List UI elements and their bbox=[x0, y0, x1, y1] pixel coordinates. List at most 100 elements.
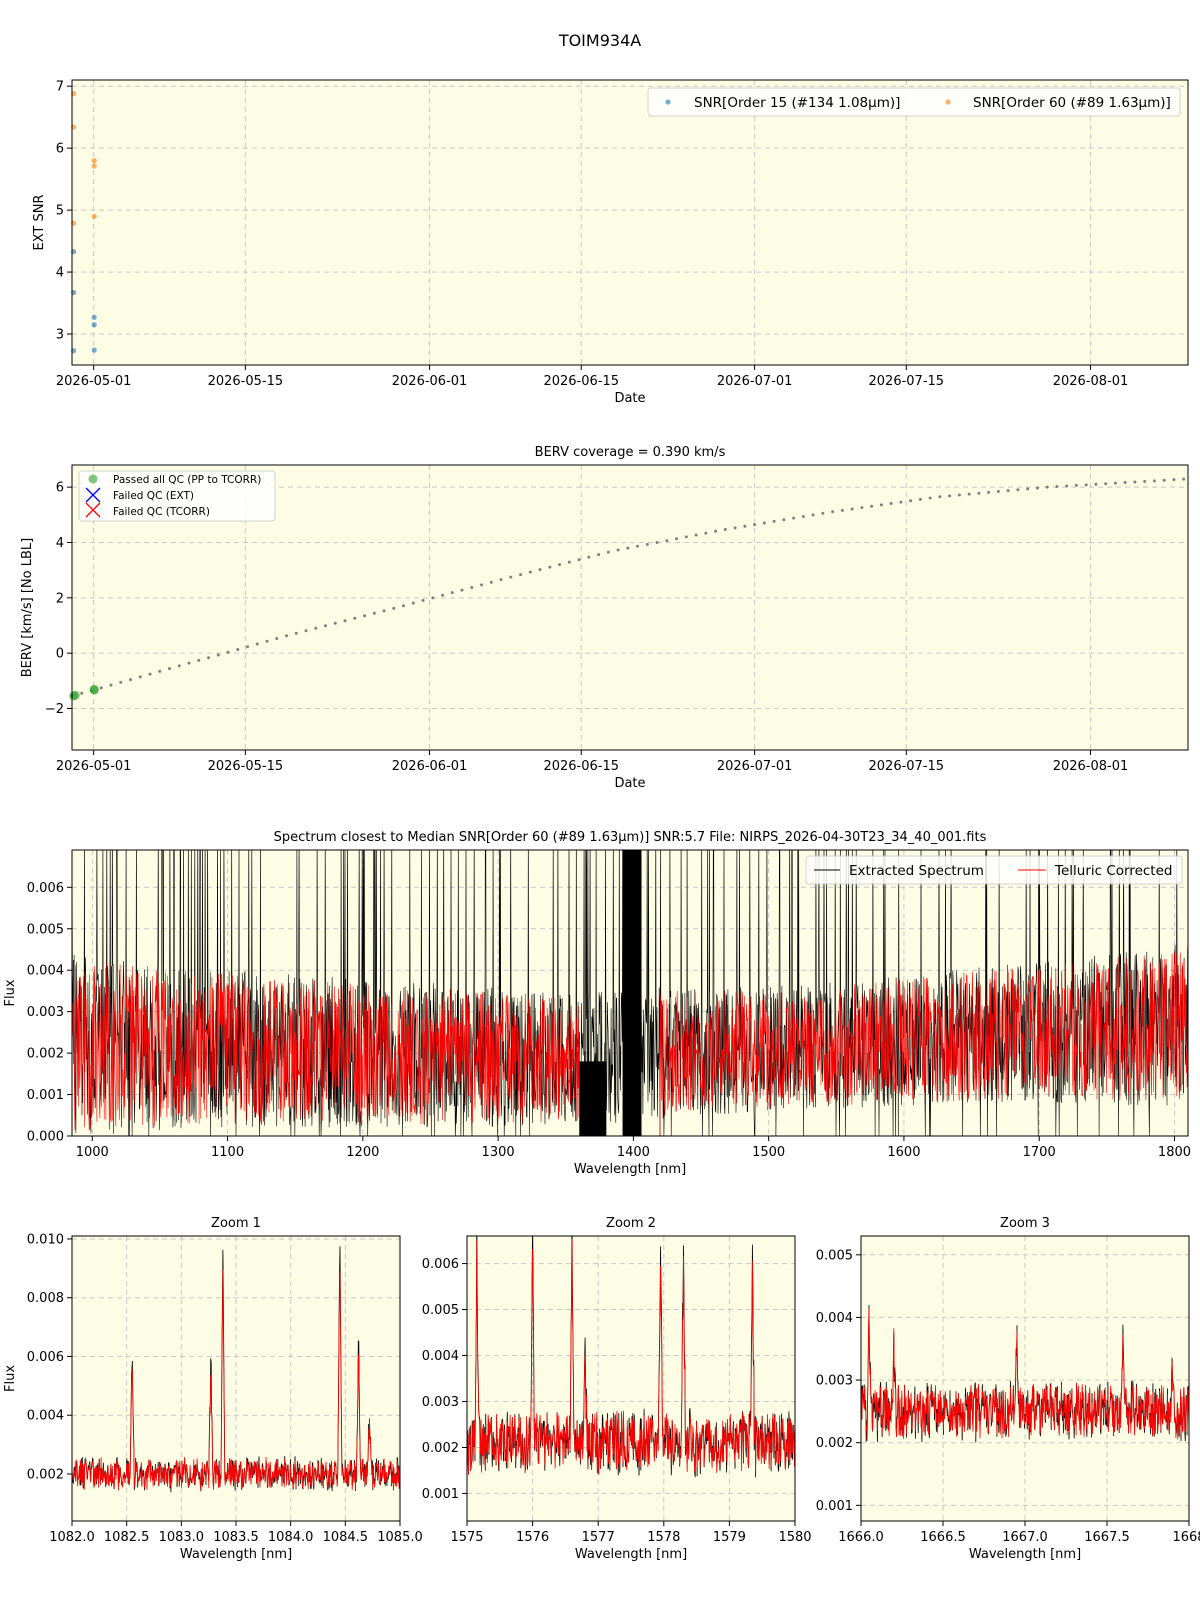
curve-point bbox=[470, 585, 474, 589]
x-tick-label: 2026-05-15 bbox=[208, 759, 284, 774]
x-tick-label: 2026-08-01 bbox=[1053, 374, 1129, 389]
curve-point bbox=[548, 565, 552, 569]
y-tick-label: 0.005 bbox=[422, 1303, 459, 1318]
ticks: 1000 1100 1200 1300 1400 1500 1600 1700 1800 0.00… bbox=[27, 881, 1191, 1160]
curve-point bbox=[499, 578, 503, 582]
data-point bbox=[91, 213, 97, 219]
curve-point bbox=[1123, 481, 1127, 485]
curve-point bbox=[402, 604, 406, 608]
x-tick-label: 2026-07-15 bbox=[869, 374, 945, 389]
curve-point bbox=[382, 609, 386, 613]
x-tick-label: 1082.5 bbox=[104, 1530, 150, 1545]
gridlines bbox=[72, 465, 1188, 750]
y-tick-label: 0 bbox=[56, 647, 64, 662]
x-axis-label: Wavelength [nm] bbox=[969, 1547, 1081, 1562]
ticks: 1082.0 1082.5 1083.0 1083.5 1084.0 1084.5 1085… bbox=[27, 1232, 423, 1545]
data-point bbox=[91, 163, 97, 169]
plot-frame bbox=[71, 849, 1189, 1137]
snr-panel: 2026-05-01 2026-05-15 2026-06-01 2026-06-15… bbox=[32, 79, 1189, 406]
curve-point bbox=[753, 523, 757, 527]
x-tick-label: 1666.0 bbox=[838, 1530, 884, 1545]
x-axis-label: Date bbox=[614, 391, 645, 406]
x-tick-label: 1100 bbox=[211, 1145, 244, 1160]
curve-point bbox=[1104, 482, 1108, 486]
curve-point bbox=[938, 495, 942, 499]
berv-panel: 2026-05-01 2026-05-15 2026-06-01 2026-06-15… bbox=[20, 445, 1189, 791]
curve-point bbox=[1074, 483, 1078, 487]
curve-point bbox=[606, 550, 610, 554]
legend-box bbox=[78, 470, 276, 522]
curve-point bbox=[372, 611, 376, 615]
passed-point bbox=[70, 690, 80, 700]
curve-point bbox=[558, 563, 562, 567]
x-tick-label: 1666.5 bbox=[920, 1530, 966, 1545]
curve-point bbox=[441, 593, 445, 597]
curve-point bbox=[538, 568, 542, 572]
ticks: 2026-05-01 2026-05-15 2026-06-01 2026-06-15… bbox=[56, 80, 1129, 389]
curve-point bbox=[177, 664, 181, 668]
legend: Extracted Spectrum Telluric Corrected bbox=[805, 855, 1183, 885]
curve-point bbox=[129, 678, 133, 682]
curve-point bbox=[1084, 483, 1088, 487]
plot-frame bbox=[860, 1235, 1190, 1522]
x-tick-label: 2026-05-01 bbox=[56, 759, 132, 774]
plot-frame bbox=[466, 1235, 796, 1522]
curve-point bbox=[285, 634, 289, 638]
y-tick-label: 0.010 bbox=[27, 1232, 64, 1247]
curve-point bbox=[363, 614, 367, 618]
y-tick-label: 0.005 bbox=[816, 1248, 853, 1263]
curve-point bbox=[909, 499, 913, 503]
legend: SNR[Order 15 (#134 1.08μm)] SNR[Order 60 … bbox=[647, 87, 1181, 117]
ticks: 1666.0 1666.5 1667.0 1667.5 1668 0.001 0.002 0.… bbox=[816, 1248, 1200, 1545]
legend-box bbox=[805, 855, 1183, 885]
legend-marker-passed bbox=[88, 474, 98, 484]
gap-band-right bbox=[622, 850, 642, 1136]
y-tick-label: 0.006 bbox=[27, 1350, 64, 1365]
curve-point bbox=[158, 669, 162, 673]
x-tick-label: 1577 bbox=[582, 1530, 615, 1545]
x-tick-label: 1800 bbox=[1158, 1145, 1191, 1160]
curve-point bbox=[928, 496, 932, 500]
y-tick-label: 6 bbox=[56, 481, 64, 496]
curve-point bbox=[1065, 484, 1069, 488]
ticks: 1575 1576 1577 1578 1579 1580 0.001 0.002 0.003 0… bbox=[422, 1257, 812, 1545]
curve-point bbox=[1016, 488, 1020, 492]
x-axis-label: Wavelength [nm] bbox=[180, 1547, 292, 1562]
data-point bbox=[91, 157, 97, 164]
x-tick-label: 1600 bbox=[887, 1145, 920, 1160]
chart-title: Zoom 2 bbox=[606, 1216, 656, 1231]
curve-point bbox=[343, 619, 347, 623]
curve-point bbox=[1162, 478, 1166, 482]
data-point bbox=[91, 347, 97, 353]
x-tick-label: 2026-05-15 bbox=[208, 374, 284, 389]
y-tick-label: 0.000 bbox=[27, 1130, 64, 1145]
curve-point bbox=[1006, 489, 1010, 493]
x-tick-label: 2026-06-15 bbox=[543, 759, 619, 774]
curve-point bbox=[597, 553, 601, 557]
y-tick-label: 5 bbox=[56, 204, 64, 219]
x-tick-label: 1083.0 bbox=[159, 1530, 205, 1545]
curve-point bbox=[616, 548, 620, 552]
x-tick-label: 1300 bbox=[482, 1145, 515, 1160]
y-tick-label: 2 bbox=[56, 591, 64, 606]
curve-point bbox=[733, 526, 737, 530]
curve-point bbox=[119, 680, 123, 684]
curve-point bbox=[1055, 485, 1059, 489]
curve-point bbox=[860, 506, 864, 510]
curve-point bbox=[1152, 479, 1156, 483]
x-tick-label: 2026-05-01 bbox=[56, 374, 132, 389]
x-tick-label: 1667.0 bbox=[1002, 1530, 1048, 1545]
curve-point bbox=[840, 508, 844, 512]
curve-point bbox=[645, 542, 649, 546]
y-tick-label: 0.001 bbox=[27, 1088, 64, 1103]
x-tick-label: 1700 bbox=[1023, 1145, 1056, 1160]
curve-point bbox=[782, 518, 786, 522]
plot-frame bbox=[71, 79, 1189, 366]
x-tick-label: 1576 bbox=[516, 1530, 549, 1545]
x-tick-label: 1400 bbox=[617, 1145, 650, 1160]
chart-title: Zoom 1 bbox=[211, 1216, 261, 1231]
x-tick-label: 1082.0 bbox=[49, 1530, 95, 1545]
legend-marker-order15 bbox=[665, 99, 671, 105]
plot-area bbox=[467, 1236, 795, 1521]
curve-point bbox=[772, 519, 776, 523]
